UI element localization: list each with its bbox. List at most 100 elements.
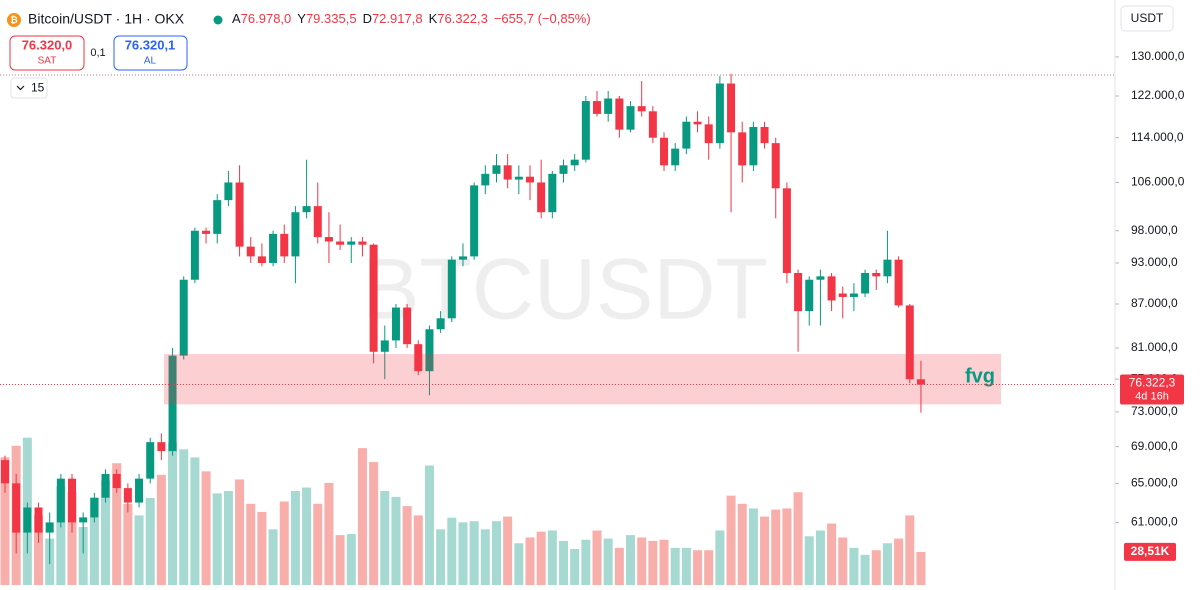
candle-body xyxy=(894,259,903,306)
candle-body xyxy=(581,101,590,160)
candle-body xyxy=(782,188,791,273)
candle-body xyxy=(391,307,400,341)
volume-bar xyxy=(737,503,747,585)
volume-bar xyxy=(614,547,624,585)
volume-bar xyxy=(190,457,200,585)
volume-bar xyxy=(112,463,122,585)
volume-bar xyxy=(0,457,10,585)
volume-bar xyxy=(179,449,189,585)
volume-bar xyxy=(905,515,915,585)
candle-body xyxy=(570,159,579,166)
candle-body xyxy=(123,488,132,503)
candle-body xyxy=(760,127,769,144)
volume-bar xyxy=(134,515,144,585)
candle-body xyxy=(559,165,568,174)
candle-body xyxy=(269,233,278,263)
candle-body xyxy=(436,318,445,330)
volume-bar xyxy=(235,479,245,585)
interval-selector[interactable] xyxy=(10,77,48,99)
volume-bar xyxy=(156,474,166,585)
symbol-title: Bitcoin/USDT · 1H · OKX xyxy=(28,11,185,27)
volume-bar xyxy=(168,442,178,585)
candle-body xyxy=(157,442,166,452)
volume-bar xyxy=(313,503,323,585)
volume-bar xyxy=(704,550,714,585)
ohlc-key: K xyxy=(429,11,438,26)
volume-bar xyxy=(715,530,725,585)
candle-body xyxy=(179,279,188,356)
candle-body xyxy=(827,276,836,301)
candle-body xyxy=(313,206,322,238)
sell-button[interactable] xyxy=(9,35,85,71)
y-tick-label: 69.000,0 xyxy=(1131,439,1178,453)
volume-bar xyxy=(369,462,379,585)
buy-button[interactable] xyxy=(113,35,188,71)
volume-bar xyxy=(246,503,256,585)
chevron-icon[interactable] xyxy=(16,85,25,91)
volume-bar xyxy=(424,465,434,585)
last-price-tag xyxy=(1120,374,1184,405)
buy-price[interactable]: 76.320,1 xyxy=(125,37,176,52)
ohlc-value: 76.978,0 xyxy=(241,11,292,26)
spread: 0,1 xyxy=(90,47,105,59)
candle-body xyxy=(514,176,523,180)
volume-bar xyxy=(279,501,289,585)
volume-bar xyxy=(257,511,267,585)
volume-bar xyxy=(871,550,881,585)
volume-bar xyxy=(223,491,233,585)
volume-bar xyxy=(838,537,848,585)
candle-body xyxy=(637,106,646,112)
candle-body xyxy=(738,132,747,166)
candle-body xyxy=(358,241,367,245)
candle-body xyxy=(34,507,43,533)
y-tick-label: 93.000,0 xyxy=(1131,255,1178,269)
volume-bar xyxy=(525,537,535,585)
volume-bar xyxy=(670,547,680,585)
candle-body xyxy=(380,340,389,352)
volume-bar xyxy=(503,516,513,585)
candle-body xyxy=(347,241,356,245)
volume-bar xyxy=(402,506,412,585)
buy-label[interactable]: AL xyxy=(144,56,157,67)
candle-body xyxy=(682,121,691,149)
volume-bar xyxy=(380,491,390,585)
volume-bar xyxy=(693,550,703,585)
candle-body xyxy=(671,148,680,166)
candle-body xyxy=(771,143,780,189)
volume-bar xyxy=(145,498,155,585)
candle-body xyxy=(849,293,858,297)
volume-bar xyxy=(882,543,892,585)
fvg-zone xyxy=(164,354,1001,405)
candle-body xyxy=(727,83,736,133)
volume-bar xyxy=(592,530,602,585)
candle-body xyxy=(660,137,669,166)
volume-bar xyxy=(637,537,647,585)
candle-body xyxy=(302,206,311,213)
candle-body xyxy=(548,173,557,213)
volume-bar xyxy=(436,529,446,585)
candle-body xyxy=(101,473,110,498)
currency-button[interactable] xyxy=(1120,5,1174,32)
candle-body xyxy=(794,272,803,312)
interval-value[interactable]: 15 xyxy=(31,81,45,95)
candle-body xyxy=(704,124,713,144)
sell-label[interactable]: SAT xyxy=(38,56,57,67)
candle-body xyxy=(1,460,9,484)
volume-bar xyxy=(101,480,111,585)
volume-bar xyxy=(894,538,904,585)
candle-body xyxy=(626,106,635,130)
coin-icon xyxy=(7,13,21,27)
sell-price[interactable]: 76.320,0 xyxy=(22,37,73,52)
volume-bar xyxy=(212,493,222,585)
candle-body xyxy=(336,241,345,245)
ohlc-value: 76.322,3 xyxy=(437,11,488,26)
volume-bar xyxy=(681,547,691,585)
candle-body xyxy=(45,522,54,533)
currency-label[interactable]: USDT xyxy=(1131,11,1164,25)
volume-bar xyxy=(458,522,468,585)
candle-body xyxy=(90,497,99,518)
candle-body xyxy=(648,111,657,138)
candle-body xyxy=(324,237,333,242)
